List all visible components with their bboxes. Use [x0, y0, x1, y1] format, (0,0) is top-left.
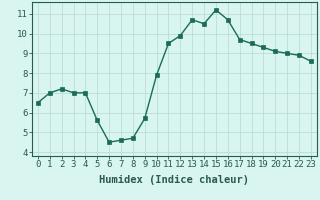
X-axis label: Humidex (Indice chaleur): Humidex (Indice chaleur) [100, 175, 249, 185]
